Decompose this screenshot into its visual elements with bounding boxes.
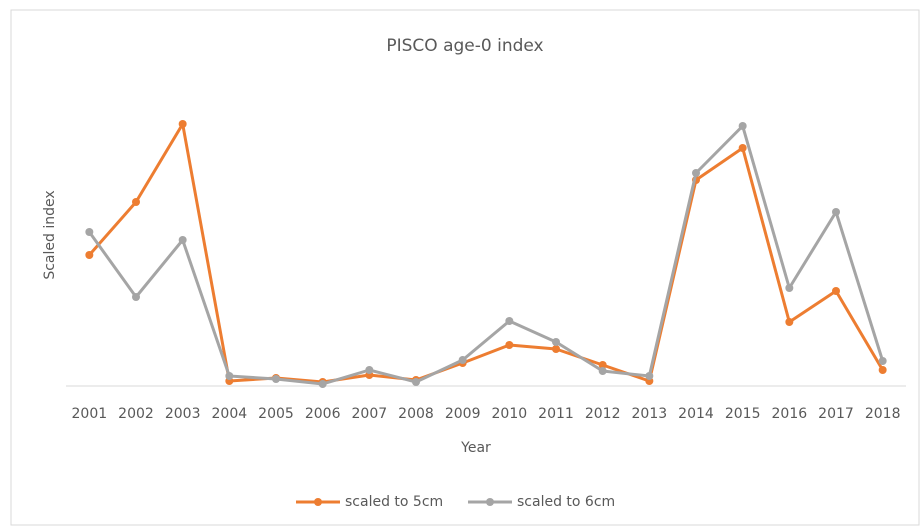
x-tick-label: 2008 [398, 406, 434, 422]
data-point [878, 366, 887, 374]
data-point [738, 144, 747, 152]
x-axis-title: Year [460, 440, 491, 456]
data-point [785, 284, 794, 292]
series-line [88, 124, 885, 386]
legend-label: scaled to 5cm [345, 494, 443, 510]
data-point [318, 380, 327, 388]
y-axis-title: Scaled index [42, 190, 58, 279]
legend-marker [314, 498, 322, 506]
data-point [785, 318, 794, 326]
data-point [412, 378, 420, 386]
data-point [505, 317, 514, 325]
data-point [832, 287, 840, 295]
x-tick-label: 2010 [492, 406, 528, 422]
data-point [552, 338, 560, 346]
x-tick-label: 2016 [772, 406, 808, 422]
series-line [88, 122, 884, 384]
x-tick-label: 2001 [72, 406, 108, 422]
data-point [645, 372, 654, 380]
x-tick-label: 2005 [258, 406, 294, 422]
data-point [505, 341, 514, 349]
x-tick-label: 2017 [818, 406, 854, 422]
x-tick-label: 2004 [212, 406, 248, 422]
data-point [132, 293, 140, 301]
chart-border [10, 9, 920, 526]
x-tick-label: 2002 [118, 406, 154, 422]
chart-title: PISCO age-0 index [386, 36, 543, 56]
data-point [85, 251, 94, 259]
x-tick-label: 2018 [865, 406, 901, 422]
data-point [85, 228, 94, 236]
x-tick-label: 2013 [632, 406, 668, 422]
x-tick-label: 2014 [678, 406, 714, 422]
data-point [225, 372, 234, 380]
legend-label: scaled to 6cm [517, 494, 615, 510]
x-tick-label: 2009 [445, 406, 481, 422]
x-tick-label: 2011 [538, 406, 574, 422]
data-point [132, 198, 140, 206]
data-point [178, 120, 187, 128]
data-point [598, 367, 607, 375]
data-point [458, 356, 467, 364]
data-point [178, 236, 187, 244]
data-point [832, 208, 840, 216]
x-tick-label: 2003 [165, 406, 201, 422]
data-point [365, 366, 374, 374]
data-point [878, 357, 887, 365]
data-point [272, 375, 280, 383]
data-point [738, 122, 747, 130]
data-point [552, 345, 560, 353]
x-tick-label: 2015 [725, 406, 761, 422]
legend-marker [486, 498, 494, 506]
x-tick-label: 2012 [585, 406, 621, 422]
x-tick-label: 2007 [352, 406, 388, 422]
data-point [598, 361, 607, 369]
data-point [692, 169, 700, 177]
x-tick-label: 2006 [305, 406, 341, 422]
